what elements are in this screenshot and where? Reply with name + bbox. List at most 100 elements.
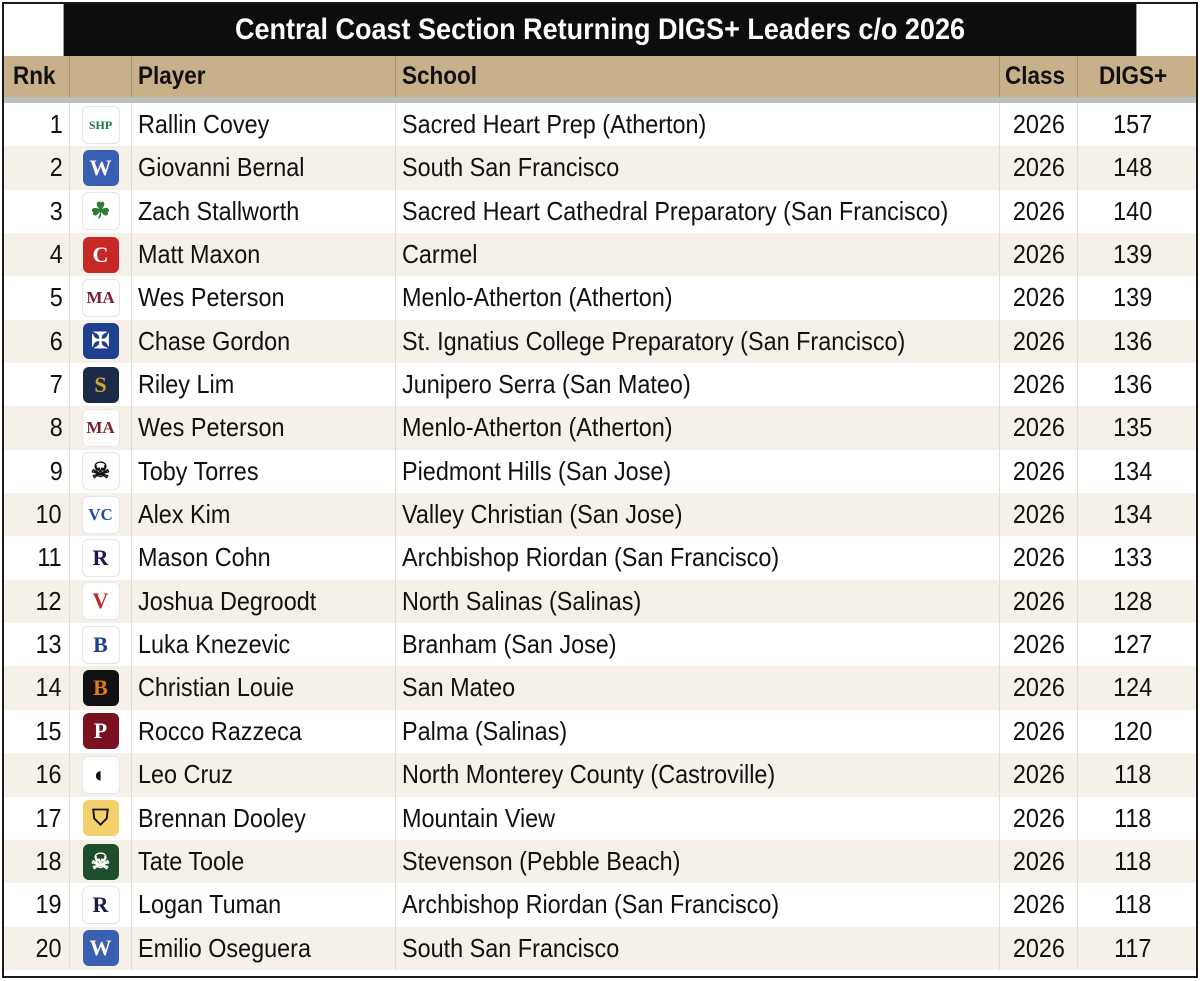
class-cell: 2026 — [1000, 796, 1078, 840]
rank-cell-text: 12 — [35, 585, 62, 616]
class-cell: 2026 — [1000, 536, 1078, 580]
player-cell: Matt Maxon — [132, 233, 396, 277]
digs-cell-text: 118 — [1114, 845, 1152, 876]
school-cell-text: Valley Christian (San Jose) — [402, 499, 683, 530]
player-cell: Brennan Dooley — [132, 796, 396, 840]
logo-cell: P — [70, 709, 132, 754]
palma-logo-icon: P — [82, 713, 119, 750]
logo-cell: SHP — [70, 103, 132, 147]
south-sf-warriors-logo-icon: W — [82, 150, 119, 187]
digs-cell-text: 127 — [1113, 629, 1153, 660]
school-cell: Sacred Heart Cathedral Preparatory (San … — [396, 189, 1000, 234]
rank-cell: 16 — [4, 753, 70, 797]
logo-cell: MA — [70, 276, 132, 320]
digs-cell-text: 124 — [1113, 672, 1153, 703]
class-cell-text: 2026 — [1012, 325, 1065, 356]
digs-cell-text: 136 — [1113, 369, 1153, 400]
table-row: 18 ☠ Tate Toole Stevenson (Pebble Beach) 202… — [4, 839, 1196, 884]
player-cell-text: Chase Gordon — [138, 325, 291, 356]
digs-cell: 139 — [1078, 233, 1196, 276]
school-cell-text: Menlo-Atherton (Atherton) — [402, 282, 673, 313]
table-row: 14 B Christian Louie San Mateo 2026 124 — [4, 666, 1196, 710]
rank-cell: 2 — [4, 146, 70, 190]
digs-cell-text: 157 — [1113, 109, 1153, 139]
logo-cell: ☠ — [70, 839, 132, 884]
table-row: 20 W Emilio Oseguera South San Francisco 202… — [4, 926, 1196, 970]
player-cell-text: Rallin Covey — [138, 109, 270, 139]
table-row: 7 S Riley Lim Junipero Serra (San Mateo) 202… — [4, 363, 1196, 407]
player-cell: Chase Gordon — [132, 319, 396, 364]
logo-cell: ☠ — [70, 449, 132, 494]
rank-cell: 18 — [4, 839, 70, 884]
class-cell: 2026 — [1000, 623, 1078, 667]
player-cell: Rallin Covey — [132, 103, 396, 147]
rank-cell: 14 — [4, 666, 70, 710]
school-cell-text: Mountain View — [402, 802, 556, 833]
south-sf-warriors-logo-icon: W — [82, 930, 119, 967]
header-player: Player — [132, 56, 396, 97]
logo-cell: W — [70, 926, 132, 970]
class-cell: 2026 — [1000, 189, 1078, 234]
player-cell-text: Matt Maxon — [138, 239, 261, 270]
player-cell: Logan Tuman — [132, 883, 396, 927]
class-cell: 2026 — [1000, 709, 1078, 754]
class-cell-text: 2026 — [1012, 932, 1065, 963]
player-cell: Leo Cruz — [132, 753, 396, 797]
table-row: 4 C Matt Maxon Carmel 2026 139 — [4, 233, 1196, 277]
class-cell-text: 2026 — [1012, 152, 1065, 183]
player-cell-text: Emilio Oseguera — [138, 932, 311, 963]
logo-cell: C — [70, 233, 132, 277]
riordan-logo-icon: R — [81, 885, 120, 924]
player-cell: Luka Knezevic — [132, 623, 396, 667]
riordan-logo-icon: R — [81, 539, 120, 578]
digs-cell-text: 134 — [1113, 455, 1153, 486]
school-cell-text: North Monterey County (Castroville) — [402, 759, 776, 790]
north-monterey-county-condor-icon: ◐ — [81, 755, 120, 794]
class-cell: 2026 — [1000, 926, 1078, 970]
table-row: 10 VC Alex Kim Valley Christian (San Jose) 2… — [4, 493, 1196, 537]
table-row: 5 MA Wes Peterson Menlo-Atherton (Atherton)… — [4, 276, 1196, 320]
rank-cell-text: 8 — [49, 412, 63, 443]
rank-cell: 9 — [4, 449, 70, 494]
school-cell: Mountain View — [396, 796, 1000, 840]
digs-cell: 136 — [1078, 363, 1196, 406]
player-cell-text: Giovanni Bernal — [138, 152, 305, 183]
class-cell: 2026 — [1000, 233, 1078, 277]
class-cell-text: 2026 — [1012, 499, 1065, 530]
rank-cell-text: 5 — [49, 282, 63, 313]
rank-cell: 5 — [4, 276, 70, 320]
rank-cell-text: 19 — [35, 889, 62, 920]
class-cell-text: 2026 — [1012, 629, 1065, 660]
serra-logo-icon: S — [82, 366, 119, 403]
school-cell: San Mateo — [396, 666, 1000, 710]
rank-cell: 7 — [4, 363, 70, 407]
digs-cell: 120 — [1078, 710, 1196, 753]
class-cell: 2026 — [1000, 839, 1078, 884]
mountain-view-spartan-icon: ⛉ — [82, 800, 119, 837]
player-cell-text: Luka Knezevic — [138, 629, 291, 660]
school-cell-text: Sacred Heart Prep (Atherton) — [402, 109, 707, 139]
digs-cell-text: 118 — [1114, 889, 1152, 920]
player-cell-text: Wes Peterson — [138, 412, 285, 443]
table-row: 2 W Giovanni Bernal South San Francisco 2026… — [4, 146, 1196, 190]
digs-cell: 118 — [1078, 883, 1196, 926]
rank-cell-text: 13 — [35, 629, 62, 660]
class-cell: 2026 — [1000, 319, 1078, 364]
valley-christian-logo-icon: VC — [81, 495, 120, 534]
rank-cell-text: 4 — [49, 239, 63, 270]
logo-cell: ◐ — [70, 753, 132, 797]
rank-cell-text: 2 — [49, 152, 63, 183]
school-cell-text: Carmel — [402, 239, 478, 270]
school-cell-text: Palma (Salinas) — [402, 715, 568, 746]
rank-cell: 1 — [4, 103, 70, 147]
table-row: 11 R Mason Cohn Archbishop Riordan (San Fra… — [4, 536, 1196, 580]
school-cell: Sacred Heart Prep (Atherton) — [396, 103, 1000, 147]
logo-cell: ☘ — [70, 189, 132, 234]
table-row: 3 ☘ Zach Stallworth Sacred Heart Cathedral … — [4, 189, 1196, 234]
digs-cell: 134 — [1078, 450, 1196, 493]
school-cell: North Monterey County (Castroville) — [396, 753, 1000, 797]
player-cell-text: Riley Lim — [138, 369, 235, 400]
rank-cell-text: 18 — [35, 845, 62, 876]
school-cell-text: Stevenson (Pebble Beach) — [402, 845, 681, 876]
digs-cell-text: 118 — [1114, 759, 1152, 790]
